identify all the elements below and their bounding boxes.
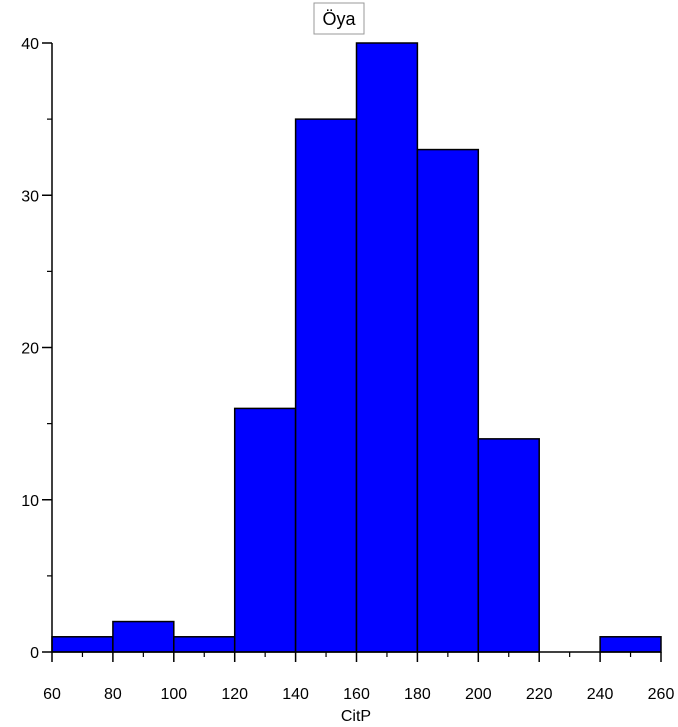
histogram-bar (233, 407, 297, 653)
histogram-bar (51, 636, 114, 653)
x-axis-label: CitP (341, 708, 371, 725)
y-ticks-group: 0 10 20 30 40 (21, 36, 52, 662)
histogram-bar (294, 118, 358, 653)
x-tick-label: 60 (43, 686, 61, 703)
histogram-bar (173, 636, 236, 653)
y-tick-label: 0 (30, 645, 39, 662)
histogram-bar (416, 148, 480, 653)
histogram-bar (355, 42, 419, 653)
x-tick-label: 120 (221, 686, 248, 703)
histogram-bar (477, 438, 540, 653)
chart-title: Öya (322, 9, 356, 29)
y-tick-label: 30 (21, 188, 39, 205)
bars-group (51, 42, 662, 653)
x-tick-label: 260 (648, 686, 675, 703)
x-tick-label: 160 (343, 686, 370, 703)
y-tick-label: 20 (21, 341, 39, 358)
title-box-frame (313, 2, 365, 35)
x-tick-label: 80 (104, 686, 122, 703)
x-tick-label: 200 (465, 686, 492, 703)
y-tick-label: 40 (21, 36, 39, 53)
x-tick-label: 180 (404, 686, 431, 703)
y-tick-label: 10 (21, 493, 39, 510)
histogram-bar (599, 636, 662, 653)
x-tick-label: 100 (160, 686, 187, 703)
x-tick-label: 240 (587, 686, 614, 703)
x-tick-label: 220 (526, 686, 553, 703)
x-ticks-group: 60 80 100 120 140 160 180 200 220 240 260 (43, 652, 674, 703)
chart-title-box: Öya (313, 2, 365, 35)
x-tick-label: 140 (282, 686, 309, 703)
histogram-bar (112, 620, 175, 653)
